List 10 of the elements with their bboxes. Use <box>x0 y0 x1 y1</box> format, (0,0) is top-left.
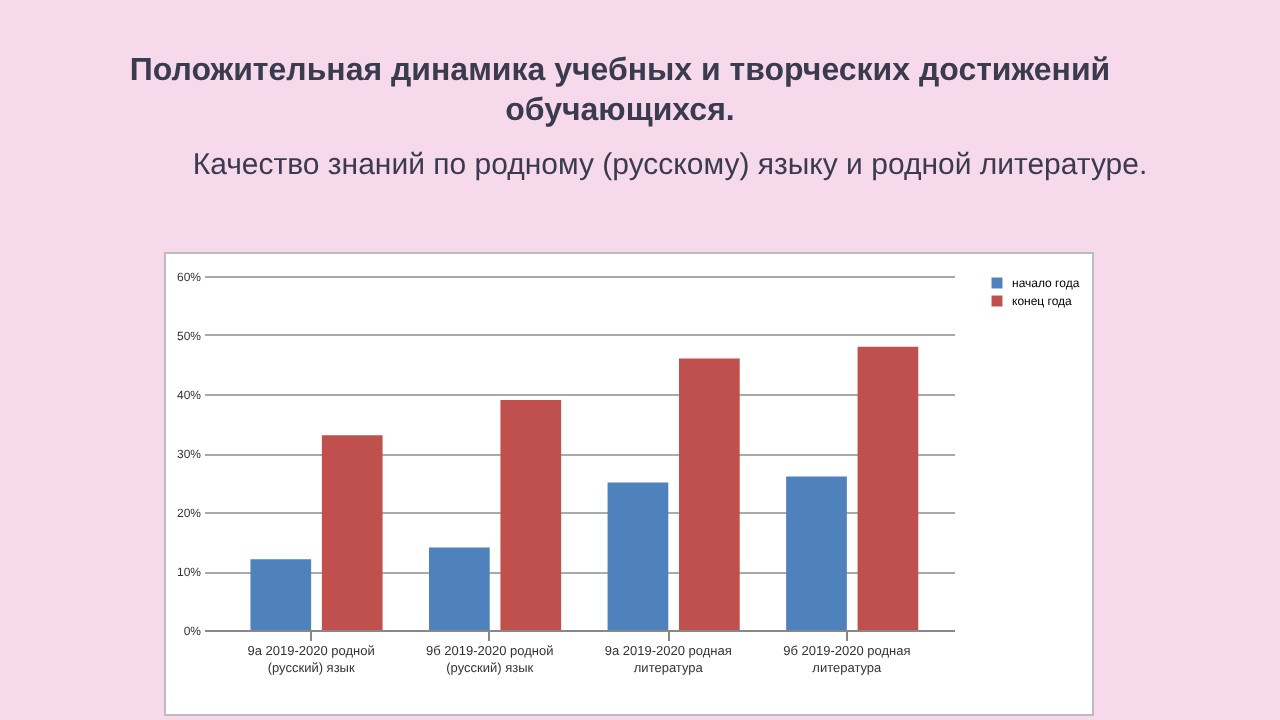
bar <box>786 476 847 630</box>
bar <box>500 399 562 630</box>
bar <box>429 547 490 630</box>
bar <box>679 358 740 630</box>
chart-subtitle: Качество знаний по родному (русскому) языку и родной литературе. <box>190 148 1150 182</box>
bar <box>607 482 669 630</box>
bar <box>321 435 383 630</box>
bar <box>250 559 312 630</box>
bar <box>857 346 919 630</box>
chart-title: Положительная динамика учебных и творческих достижений обучающихся. <box>127 52 1113 132</box>
